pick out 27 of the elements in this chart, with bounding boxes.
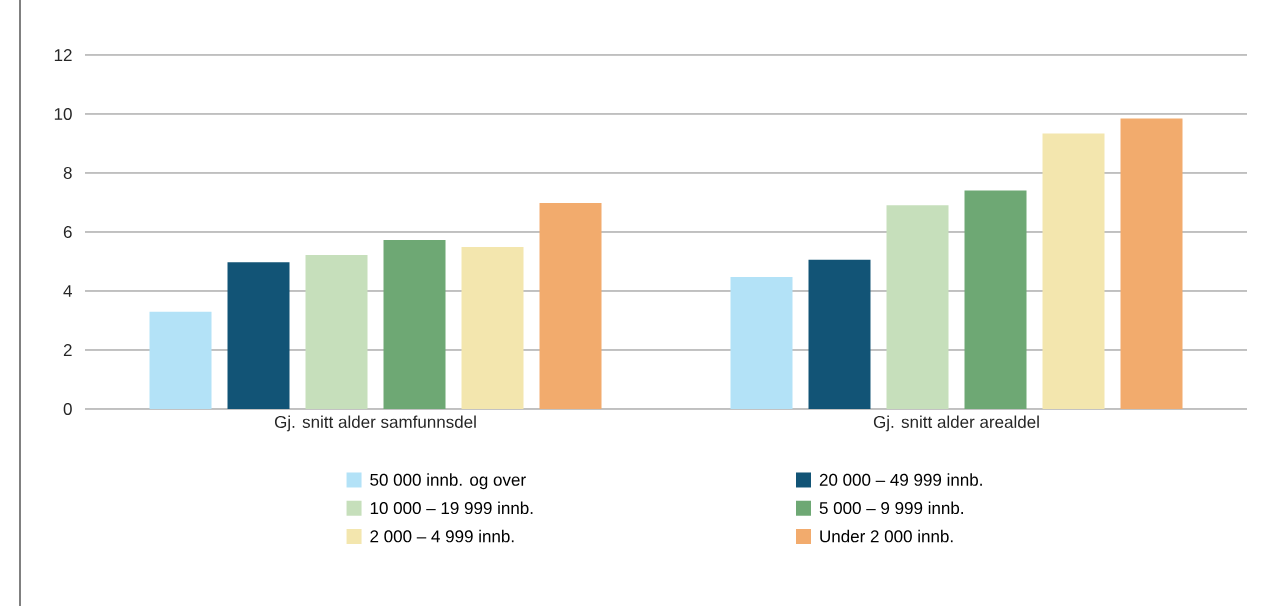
bar (383, 239, 446, 409)
legend-label: Under 2 000 innb. (820, 529, 953, 543)
bar (886, 205, 949, 409)
y-tick-label: 12 (54, 49, 72, 61)
bar (227, 262, 290, 409)
legend-label: 10 000 – 19 999 innb. (370, 501, 533, 515)
bar (149, 311, 212, 409)
y-tick-label: 6 (63, 225, 72, 239)
y-tick-label: 4 (63, 285, 72, 297)
legend-label: 5 000 – 9 999 innb. (819, 501, 963, 515)
bar (964, 190, 1027, 409)
bar (1120, 118, 1183, 409)
bar (808, 259, 871, 409)
legend-label: 50 000 innb. og over (370, 473, 526, 490)
y-tick-label: 10 (54, 107, 72, 121)
legend-label: 2 000 – 4 999 innb. (370, 529, 514, 543)
bar (730, 277, 793, 409)
y-tick-label: 2 (63, 344, 72, 356)
bar (539, 203, 602, 409)
legend-label: 20 000 – 49 999 innb. (819, 473, 982, 486)
y-tick-label: 0 (63, 402, 72, 416)
bar (1042, 133, 1105, 409)
x-tick-label: Gj. snitt alder arealdel (873, 415, 1039, 432)
y-tick-label: 8 (63, 166, 72, 180)
bar (305, 254, 368, 409)
x-tick-label: Gj. snitt alder samfunnsdel (274, 415, 476, 432)
bar (461, 247, 524, 409)
